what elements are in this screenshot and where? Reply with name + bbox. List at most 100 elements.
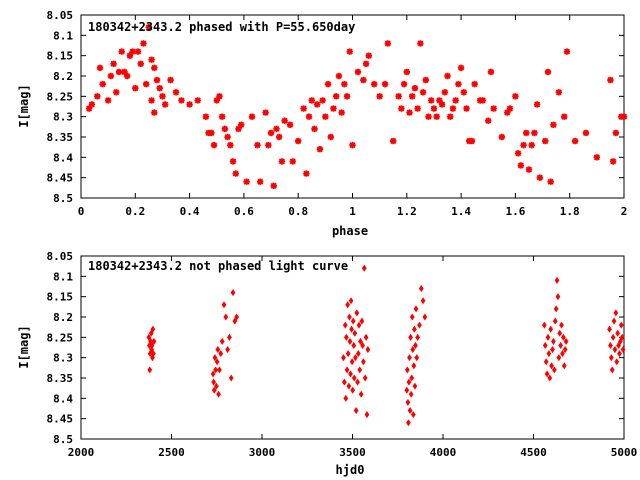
data-point [110, 60, 117, 67]
data-point [607, 76, 614, 84]
tick-marks [80, 255, 625, 440]
data-point [411, 85, 419, 92]
data-point [85, 105, 93, 112]
y-axis-label: I[mag] [17, 84, 31, 127]
data-point [561, 333, 566, 341]
data-point [553, 305, 559, 313]
data-point [409, 313, 415, 321]
data-point [407, 354, 412, 362]
x-tick-labels: 2000 2500 3000 3500 4000 4500 5000 [68, 446, 638, 459]
data-point [542, 137, 549, 145]
data-point [444, 72, 451, 80]
y-tick-label: 8.2 [53, 70, 73, 83]
data-point [609, 366, 615, 374]
data-point [410, 411, 416, 419]
data-point [211, 386, 217, 394]
data-point [560, 350, 565, 358]
data-point [115, 68, 123, 76]
data-point [351, 341, 357, 350]
data-point [455, 80, 462, 88]
y-tick-labels: 8.05 8.1 8.15 8.2 8.25 8.3 8.35 8.4 8.45 8.5 [47, 250, 74, 446]
data-point [400, 80, 408, 88]
data-point [214, 358, 220, 366]
data-point [563, 48, 571, 55]
data-point [148, 56, 155, 63]
data-point [411, 362, 417, 370]
data-point [286, 121, 294, 128]
data-point [561, 113, 568, 120]
data-point [145, 24, 153, 31]
data-point [550, 121, 557, 128]
data-point [107, 72, 115, 80]
data-point [151, 350, 156, 358]
data-point [278, 158, 286, 165]
data-point [215, 345, 221, 354]
data-point [311, 125, 318, 133]
data-point [436, 97, 443, 104]
data-point [384, 40, 391, 47]
data-point [418, 284, 424, 293]
data-point [409, 374, 415, 382]
data-point [350, 317, 356, 325]
data-point [178, 97, 185, 104]
x-tick-label: 0.2 [125, 205, 145, 218]
data-point [256, 178, 264, 185]
data-point [365, 345, 371, 354]
data-point [129, 48, 136, 55]
data-point [468, 137, 476, 145]
data-point [406, 378, 412, 386]
y-axis-label: I[mag] [17, 325, 31, 368]
data-point [348, 370, 353, 378]
data-point [300, 105, 307, 112]
data-point [341, 354, 346, 362]
data-point [506, 105, 514, 112]
data-point [229, 158, 237, 165]
data-point [270, 182, 277, 189]
x-axis-label: phase [332, 224, 368, 238]
data-point [344, 366, 350, 374]
data-point [609, 158, 617, 165]
data-point [275, 133, 283, 141]
data-point [463, 105, 470, 112]
data-point [425, 113, 432, 120]
y-tick-label: 8.5 [53, 192, 73, 205]
data-point [319, 97, 326, 104]
data-point [360, 341, 365, 350]
data-point [618, 337, 623, 345]
data-point [194, 97, 201, 104]
data-point [610, 333, 616, 341]
data-point [365, 52, 372, 59]
data-point [618, 321, 624, 329]
data-point [167, 76, 174, 84]
data-point [341, 80, 348, 88]
data-point [433, 113, 440, 120]
data-point [555, 89, 563, 96]
y-tick-label: 8.05 [47, 250, 74, 263]
data-point [404, 366, 410, 374]
data-point [213, 366, 219, 374]
data-point [390, 137, 397, 145]
data-point [549, 362, 554, 370]
data-point [460, 89, 468, 96]
data-point [551, 337, 556, 345]
data-point [555, 293, 561, 301]
data-point [343, 333, 349, 341]
data-point [551, 366, 557, 374]
data-point [121, 68, 128, 76]
data-point [608, 341, 613, 350]
data-point [414, 105, 421, 112]
data-point [528, 141, 535, 149]
data-point [552, 317, 558, 325]
data-point [615, 329, 621, 337]
data-point [404, 386, 410, 394]
x-tick-labels: 0 0.2 0.4 0.6 0.8 1 1.2 1.4 1.6 1.8 2 [78, 205, 628, 218]
data-point [430, 105, 438, 112]
data-point [531, 129, 538, 137]
data-point [338, 109, 345, 116]
data-point [354, 309, 360, 317]
data-point [561, 362, 567, 370]
data-point [149, 341, 155, 350]
data-point [571, 137, 579, 145]
data-point [281, 117, 288, 124]
